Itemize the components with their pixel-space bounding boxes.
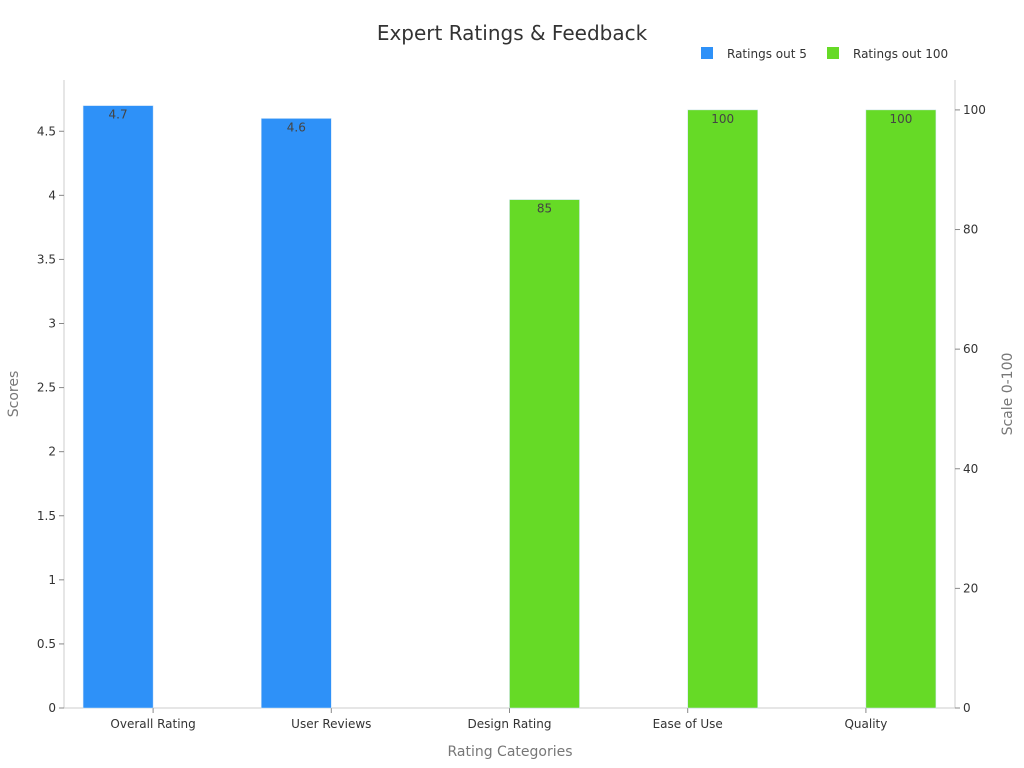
data-label: 85 <box>537 202 552 216</box>
bar-ratings-out-100 <box>687 109 758 709</box>
x-tick-label: Quality <box>844 717 887 731</box>
legend-label: Ratings out 100 <box>853 47 948 61</box>
bar-ratings-out-100 <box>865 109 937 709</box>
bars <box>82 105 937 709</box>
x-tick-label: Overall Rating <box>110 717 195 731</box>
legend-swatch <box>701 47 713 59</box>
x-tick-label: Design Rating <box>468 717 552 731</box>
legend: Ratings out 5 Ratings out 100 <box>701 47 948 61</box>
data-label: 100 <box>889 112 912 126</box>
y-tick-label: 3 <box>48 317 56 331</box>
chart-title: Expert Ratings & Feedback <box>377 21 648 45</box>
y2-tick-label: 100 <box>963 103 986 117</box>
y-tick-label: 1 <box>48 573 56 587</box>
bar-ratings-out-100 <box>509 199 580 709</box>
y-axis-label: Scores <box>6 371 22 418</box>
legend-label: Ratings out 5 <box>727 47 807 61</box>
x-tick-label: User Reviews <box>291 717 371 731</box>
y-tick-label: 4 <box>48 188 56 202</box>
y2-tick-label: 40 <box>963 462 978 476</box>
x-tick-label: Ease of Use <box>653 717 723 731</box>
y-tick-label: 2 <box>48 445 56 459</box>
data-label: 4.6 <box>287 120 306 134</box>
y2-tick-label: 20 <box>963 581 978 595</box>
axes: 0 0.5 1 1.5 2 2.5 3 3.5 4 4.5 0 20 40 60 80 100 Overall … <box>37 80 986 731</box>
x-axis-label: Rating Categories <box>447 744 572 760</box>
y-tick-label: 0.5 <box>37 637 56 651</box>
y2-axis-label: Scale 0-100 <box>1000 353 1016 436</box>
data-label: 4.7 <box>109 108 128 122</box>
y2-tick-label: 80 <box>963 223 978 237</box>
y-tick-label: 2.5 <box>37 381 56 395</box>
y-tick-label: 3.5 <box>37 252 56 266</box>
legend-swatch <box>827 47 839 59</box>
y2-tick-label: 60 <box>963 342 978 356</box>
y2-tick-label: 0 <box>963 701 971 715</box>
y-tick-label: 1.5 <box>37 509 56 523</box>
bar-ratings-out-5 <box>82 105 154 709</box>
bar-ratings-out-5 <box>261 118 332 709</box>
y-tick-label: 4.5 <box>37 124 56 138</box>
data-label: 100 <box>711 112 734 126</box>
y-tick-label: 0 <box>48 701 56 715</box>
data-labels: 4.7 4.6 85 100 100 <box>109 108 913 216</box>
